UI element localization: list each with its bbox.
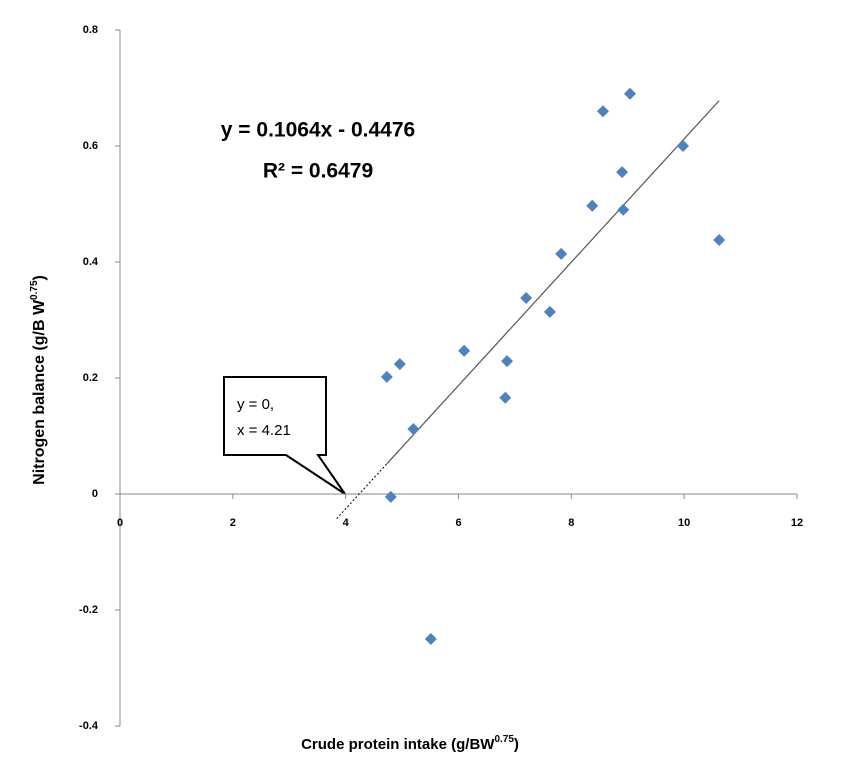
callout-box — [223, 376, 346, 495]
x-axis-label: Crude protein intake (g/BW0.75) — [301, 734, 519, 753]
y-tick-label: 0.2 — [83, 372, 98, 384]
trendline — [386, 100, 720, 465]
y-tick-label: 0.8 — [83, 24, 98, 36]
point — [713, 233, 726, 246]
point — [624, 87, 637, 100]
trendline-extension — [336, 463, 388, 520]
point — [617, 203, 630, 216]
point — [380, 370, 393, 383]
point — [616, 166, 629, 179]
point — [384, 490, 397, 503]
y-tick-label: -0.4 — [79, 720, 99, 732]
x-label-end: ) — [514, 736, 519, 753]
callout-line: y = 0, — [237, 396, 274, 413]
x-tick-label: 0 — [117, 517, 123, 529]
y-label-end: ) — [31, 275, 48, 280]
x-tick-label: 6 — [455, 517, 461, 529]
point — [407, 423, 420, 436]
point — [424, 633, 437, 645]
y-tick-label: 0 — [92, 488, 98, 500]
x-tick-label: 12 — [791, 517, 803, 529]
point — [501, 355, 514, 368]
x-tick-label: 2 — [230, 517, 236, 529]
x-tick-label: 4 — [343, 517, 350, 529]
x-tick-label: 8 — [568, 517, 574, 529]
point — [520, 291, 533, 304]
y-tick-label: 0.6 — [83, 140, 98, 152]
y-axis-label: Nitrogen balance (g/B W0.75) — [29, 275, 49, 485]
point — [586, 199, 599, 212]
x-label-text: Crude protein intake (g/BW — [301, 736, 495, 753]
point — [543, 305, 556, 318]
callout-line: x = 4.21 — [237, 422, 291, 439]
y-label-sup: 0.75 — [29, 280, 40, 300]
equation: y = 0.1064x - 0.4476 — [221, 119, 415, 142]
point — [596, 105, 609, 118]
y-tick-label: 0.4 — [83, 256, 99, 268]
y-tick-label: -0.2 — [79, 604, 98, 616]
point — [555, 247, 568, 260]
point — [393, 358, 406, 371]
x-label-sup: 0.75 — [494, 734, 514, 745]
point — [499, 391, 512, 404]
x-tick-label: 10 — [678, 517, 690, 529]
r-squared: R² = 0.6479 — [263, 160, 373, 183]
y-label-text: Nitrogen balance (g/B W — [31, 299, 48, 485]
point — [677, 140, 690, 152]
point — [458, 344, 471, 357]
